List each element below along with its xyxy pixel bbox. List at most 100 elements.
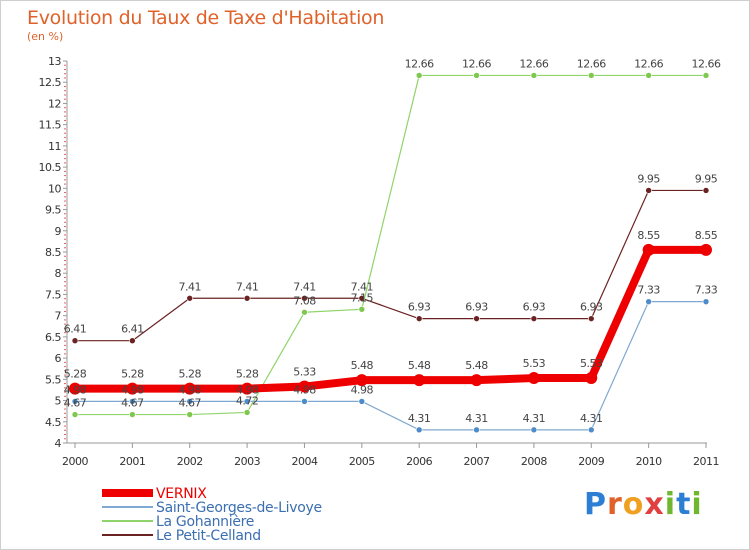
y-tick-label: 6 [55, 352, 62, 365]
data-label: 5.48 [465, 359, 488, 372]
data-label: 4.98 [293, 383, 316, 396]
data-point [298, 380, 311, 393]
x-tick-label: 2007 [464, 455, 490, 468]
data-label: 4.98 [236, 383, 259, 396]
data-point [186, 411, 194, 418]
y-tick-label: 8 [55, 267, 62, 280]
data-point [702, 187, 710, 194]
data-point [702, 72, 710, 79]
y-tick-label: 10 [48, 182, 61, 195]
x-tick-label: 2008 [521, 455, 547, 468]
data-point [71, 337, 79, 345]
data-label: 4.31 [580, 412, 603, 425]
data-point [71, 411, 79, 418]
data-point [129, 398, 136, 405]
data-point [585, 372, 598, 385]
data-label: 7.08 [293, 294, 316, 307]
data-point [355, 374, 368, 387]
data-label: 7.41 [293, 280, 316, 293]
data-label: 7.33 [637, 284, 660, 297]
x-tick-label: 2002 [177, 455, 203, 468]
data-point [129, 337, 136, 345]
chart-title: Evolution du Taux de Taxe d'Habitation [27, 7, 385, 29]
logo-letter: t [676, 487, 692, 522]
data-point [243, 409, 251, 416]
logo-letter: P [584, 487, 607, 522]
data-label: 6.93 [408, 301, 431, 314]
data-point [126, 382, 139, 395]
data-label: 5.28 [64, 368, 87, 381]
data-point [415, 315, 423, 322]
series-lines [69, 72, 712, 434]
data-point [243, 294, 251, 302]
data-point [530, 426, 538, 434]
data-label: 7.33 [695, 284, 718, 297]
data-label: 5.33 [293, 366, 316, 379]
data-point [530, 315, 538, 322]
legend-entry: La Gohannière [156, 514, 254, 530]
y-tick-label: 4 [55, 437, 62, 450]
data-point [645, 72, 652, 79]
x-tick-label: 2004 [291, 455, 317, 468]
data-point [473, 72, 480, 79]
data-point [645, 187, 652, 194]
data-point [700, 243, 712, 256]
data-point [415, 426, 423, 434]
y-tick-label: 12.5 [39, 76, 62, 89]
data-point [587, 426, 595, 434]
data-label: 8.55 [695, 229, 718, 242]
data-label: 5.53 [523, 357, 546, 370]
data-point [645, 298, 652, 305]
data-label: 4.98 [121, 383, 144, 396]
data-point [241, 382, 254, 395]
data-label: 7.41 [178, 280, 201, 293]
data-point [301, 294, 308, 302]
data-label: 5.28 [236, 368, 259, 381]
y-tick-label: 7 [55, 310, 62, 323]
y-tick-label: 5 [55, 395, 62, 408]
legend-entry: Saint-Georges-de-Livoye [156, 500, 322, 516]
data-label: 4.98 [351, 383, 374, 396]
data-label: 12.66 [634, 57, 663, 70]
data-point [473, 315, 480, 322]
data-label: 6.41 [121, 323, 144, 336]
data-label: 8.55 [637, 229, 660, 242]
y-tick-label: 12 [48, 97, 61, 110]
x-tick-label: 2001 [119, 455, 145, 468]
logo-letter: i [691, 487, 703, 522]
data-label: 12.66 [519, 57, 548, 70]
legend-entry: Le Petit-Celland [156, 528, 261, 544]
data-point [186, 294, 194, 302]
data-point [71, 398, 79, 405]
data-label: 9.95 [695, 172, 718, 185]
data-point [415, 72, 423, 79]
axes: 4 4.5 5 5.5 6 6.5 7 7.5 8 8.5 9 9.5 10 10.5 11 11.5 12 12… [39, 55, 720, 468]
data-labels: 6.41 6.41 7.41 7.41 7.41 7.41 6.93 6.93 6.93 6.93… [64, 57, 722, 425]
data-point [243, 398, 251, 405]
data-point [301, 308, 308, 316]
data-point [358, 305, 366, 313]
data-point [358, 398, 366, 405]
data-label: 12.66 [577, 57, 606, 70]
logo-letter: i [664, 487, 677, 522]
data-label: 12.66 [405, 57, 434, 70]
unit-label: (en %) [27, 30, 64, 43]
data-label: 4.67 [64, 397, 87, 410]
logo-letter: x [644, 487, 665, 522]
data-point [413, 374, 426, 387]
x-tick-label: 2000 [62, 455, 88, 468]
data-point [69, 382, 81, 395]
logo-letter: o [622, 487, 645, 522]
data-point [301, 398, 308, 405]
data-label: 5.48 [351, 359, 374, 372]
data-point [642, 243, 655, 256]
data-point [186, 398, 194, 405]
data-point [702, 298, 710, 305]
data-label: 4.98 [64, 383, 87, 396]
y-tick-label: 4.5 [45, 416, 61, 429]
data-point [527, 372, 540, 385]
series-line-3 [71, 245, 710, 393]
